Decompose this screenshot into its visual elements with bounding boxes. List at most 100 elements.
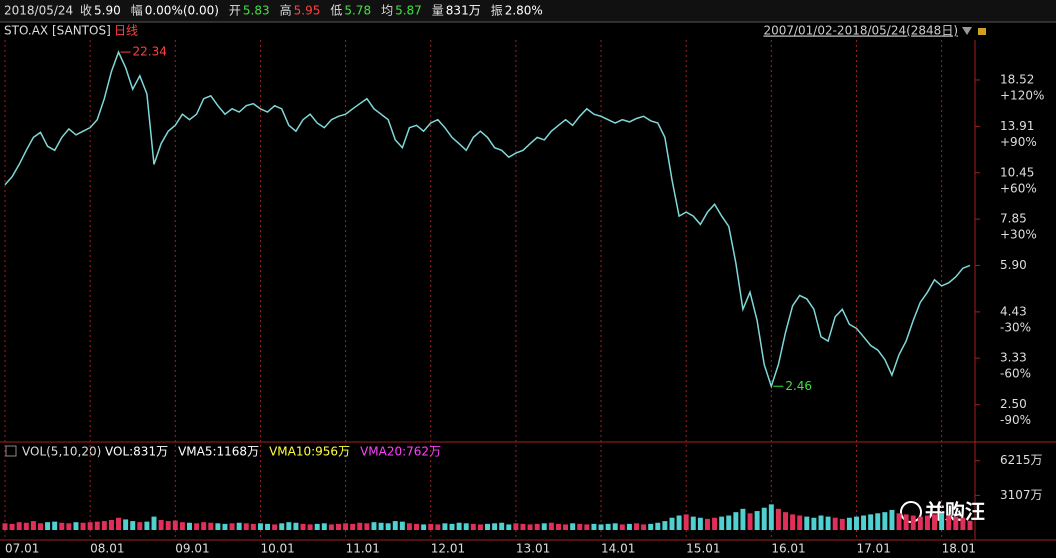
volume-bar [506, 524, 512, 530]
annotation: 2.46 [785, 379, 812, 393]
volume-bar [428, 523, 434, 530]
volume-bar [598, 524, 604, 530]
header-value: 5.87 [395, 4, 422, 18]
x-tick-label: 11.01 [346, 542, 380, 556]
volume-bar [385, 523, 391, 530]
header-date: 2018/05/24 [4, 4, 73, 18]
volume-bar [101, 521, 107, 530]
annotation: 22.34 [133, 45, 167, 59]
volume-bar [250, 523, 256, 530]
x-tick-label: 07.01 [5, 542, 39, 556]
header-value: 5.90 [94, 4, 121, 18]
volume-bar [23, 522, 29, 530]
volume-bar [37, 523, 43, 530]
volume-bar [605, 523, 611, 530]
volume-bar [279, 523, 285, 530]
volume-bar [470, 523, 476, 530]
volume-bar [243, 523, 249, 530]
vol-title: VOL(5,10,20) [22, 445, 101, 459]
volume-bar [669, 517, 675, 530]
volume-bar [392, 521, 398, 530]
volume-bar [293, 522, 299, 530]
vol-indicator: VOL:831万 [105, 445, 168, 459]
y-tick-label: 4.43 [1000, 304, 1027, 318]
x-tick-label: 16.01 [771, 542, 805, 556]
volume-bar [343, 523, 349, 530]
volume-bar [917, 516, 923, 530]
y-tick-label: 3.33 [1000, 351, 1027, 365]
volume-bar [208, 522, 214, 530]
header-value: 5.95 [294, 4, 321, 18]
volume-bar [414, 523, 420, 530]
volume-bar [73, 522, 79, 530]
header-value: 831万 [446, 4, 481, 18]
lock-icon[interactable] [978, 28, 986, 35]
vol-indicator: VMA10:956万 [269, 445, 350, 459]
volume-bar [754, 511, 760, 530]
volume-bar [932, 514, 938, 530]
x-tick-label: 09.01 [175, 542, 209, 556]
y-tick-label: 10.45 [1000, 165, 1034, 179]
header-label: 低 [330, 4, 342, 18]
volume-bar [399, 521, 405, 530]
volume-bar [2, 523, 8, 530]
volume-bar [179, 522, 185, 530]
checkbox[interactable] [5, 445, 17, 457]
volume-bar [137, 522, 143, 530]
y-tick-label: 3107万 [1000, 488, 1043, 502]
volume-bar [946, 515, 952, 530]
volume-bar [272, 524, 278, 530]
dropdown-icon[interactable] [962, 27, 972, 35]
volume-bar [378, 522, 384, 530]
volume-bar [151, 516, 157, 530]
x-tick-label: 15.01 [686, 542, 720, 556]
volume-bar [194, 523, 200, 530]
header-value: 2.80% [505, 4, 543, 18]
volume-bar [30, 521, 36, 530]
header-label: 均 [381, 4, 393, 18]
header-label: 振 [491, 4, 503, 18]
pct-label: -60% [1000, 367, 1031, 381]
header-label: 高 [280, 3, 292, 18]
volume-bar [421, 524, 427, 530]
x-tick-label: 14.01 [601, 542, 635, 556]
pct-label: +30% [1000, 228, 1037, 242]
volume-bar [87, 522, 93, 530]
volume-bar [634, 523, 639, 530]
volume-bar [66, 523, 72, 530]
volume-bar [577, 523, 583, 530]
pct-label: +90% [1000, 135, 1037, 149]
header-value: 5.78 [344, 4, 371, 18]
range-label: 2007/01/02-2018/05/24(2848日) [763, 24, 958, 38]
header-label: 开 [229, 4, 241, 18]
volume-bar [222, 523, 228, 530]
volume-bar [300, 523, 306, 530]
volume-bar [712, 517, 718, 530]
volume-bar [116, 517, 122, 530]
volume-bar [463, 523, 469, 530]
volume-bar [768, 504, 774, 530]
y-tick-label: 2.50 [1000, 397, 1027, 411]
chart-title: STO.AX [SANTOS] [4, 24, 111, 38]
header-label: 幅 [131, 3, 143, 18]
volume-bar [442, 523, 448, 530]
volume-bar [896, 513, 902, 530]
volume-bar [499, 522, 505, 530]
pct-label: -30% [1000, 320, 1031, 334]
volume-bar [818, 515, 824, 530]
volume-bar [783, 512, 788, 530]
y-tick-label: 13.91 [1000, 119, 1034, 133]
volume-bar [548, 522, 554, 530]
x-tick-label: 17.01 [856, 542, 890, 556]
volume-bar [839, 518, 845, 530]
volume-bar [236, 522, 242, 530]
y-tick-label: 7.85 [1000, 212, 1027, 226]
volume-bar [719, 516, 725, 530]
volume-bar [697, 517, 703, 530]
header-label: 收 [80, 4, 92, 18]
volume-bar [350, 523, 356, 530]
volume-bar [570, 523, 576, 530]
volume-bar [9, 523, 15, 530]
volume-bar [314, 523, 320, 530]
volume-bar [527, 524, 533, 530]
